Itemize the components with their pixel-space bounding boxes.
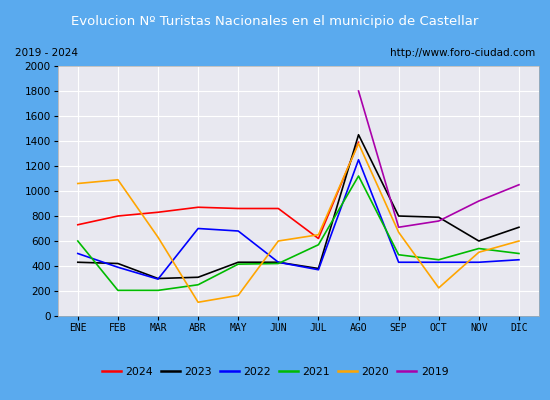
Text: 2019 - 2024: 2019 - 2024 bbox=[15, 48, 78, 58]
Text: http://www.foro-ciudad.com: http://www.foro-ciudad.com bbox=[390, 48, 535, 58]
Text: Evolucion Nº Turistas Nacionales en el municipio de Castellar: Evolucion Nº Turistas Nacionales en el m… bbox=[72, 14, 478, 28]
Legend: 2024, 2023, 2022, 2021, 2020, 2019: 2024, 2023, 2022, 2021, 2020, 2019 bbox=[97, 363, 453, 381]
